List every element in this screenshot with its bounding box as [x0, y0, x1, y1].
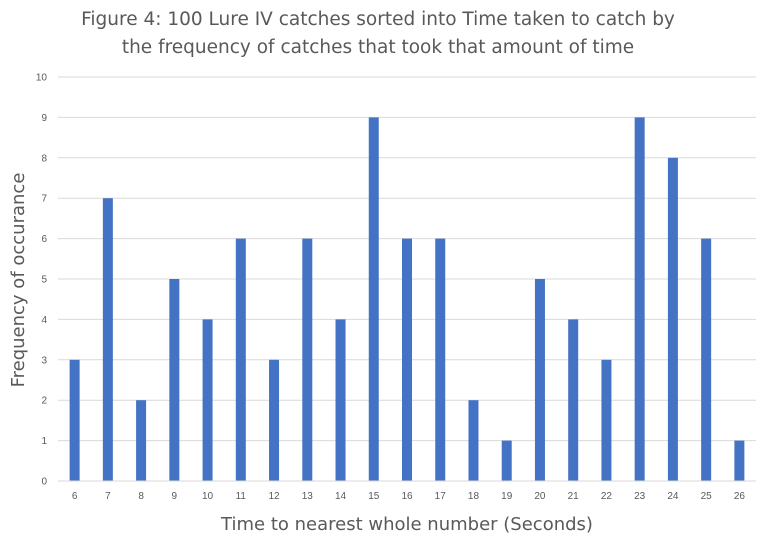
y-tick-label: 3	[41, 355, 47, 366]
y-tick-label: 5	[41, 275, 47, 286]
x-tick-label: 18	[468, 491, 480, 502]
y-axis-tick-labels: 0 1 2 3 4 5 6 7 8 9 10	[36, 73, 48, 488]
y-tick-label: 8	[41, 153, 47, 164]
bar	[435, 238, 446, 481]
x-tick-label: 21	[568, 491, 580, 502]
bar	[634, 117, 645, 482]
bar	[368, 117, 379, 482]
bar	[235, 238, 246, 481]
bar	[568, 319, 579, 481]
y-tick-label: 4	[41, 315, 47, 326]
y-axis-title: Frequency of occurance	[8, 173, 29, 388]
x-tick-label: 24	[667, 491, 679, 502]
bar	[169, 279, 180, 481]
bar	[701, 238, 712, 481]
bar	[102, 198, 113, 481]
x-tick-label: 12	[268, 491, 280, 502]
bar	[734, 440, 745, 481]
bar	[468, 400, 479, 481]
bars	[69, 117, 745, 482]
x-tick-label: 15	[368, 491, 380, 502]
bar	[302, 238, 313, 481]
x-tick-label: 20	[534, 491, 546, 502]
x-axis-tick-labels: 6 7 8 9 10 11 12 13 14 15 16 17 18 19 20 21 22 23 24 25 26	[72, 491, 746, 502]
y-tick-label: 7	[41, 194, 47, 205]
x-tick-label: 19	[501, 491, 513, 502]
y-tick-label: 10	[36, 73, 48, 84]
bar	[202, 319, 213, 481]
y-tick-label: 6	[41, 234, 47, 245]
x-tick-label: 25	[701, 491, 713, 502]
x-tick-label: 14	[335, 491, 347, 502]
x-tick-label: 26	[734, 491, 746, 502]
y-tick-label: 2	[41, 396, 47, 407]
x-tick-label: 7	[105, 491, 111, 502]
y-tick-label: 1	[41, 436, 47, 447]
bar	[534, 279, 545, 481]
bar	[501, 440, 512, 481]
bar	[402, 238, 412, 481]
bar	[69, 359, 80, 481]
y-tick-label: 9	[41, 113, 47, 124]
x-tick-label: 23	[634, 491, 646, 502]
x-tick-label: 22	[601, 491, 613, 502]
bar	[269, 359, 280, 481]
chart-title-line-2: the frequency of catches that took that …	[122, 37, 634, 58]
bar	[601, 359, 612, 481]
x-tick-label: 9	[172, 491, 178, 502]
bar	[667, 157, 678, 482]
x-tick-label: 11	[236, 491, 247, 502]
y-tick-label: 0	[41, 477, 47, 488]
x-tick-label: 6	[72, 491, 78, 502]
x-tick-label: 13	[302, 491, 314, 502]
bar	[136, 400, 147, 481]
x-axis-title: Time to nearest whole number (Seconds)	[220, 514, 593, 535]
x-tick-label: 10	[202, 491, 214, 502]
x-tick-label: 16	[401, 491, 413, 502]
chart-title: Figure 4: 100 Lure IV catches sorted int…	[81, 9, 675, 58]
bar	[335, 319, 346, 481]
x-tick-label: 8	[138, 491, 144, 502]
chart-title-line-1: Figure 4: 100 Lure IV catches sorted int…	[81, 9, 675, 30]
x-tick-label: 17	[435, 491, 447, 502]
